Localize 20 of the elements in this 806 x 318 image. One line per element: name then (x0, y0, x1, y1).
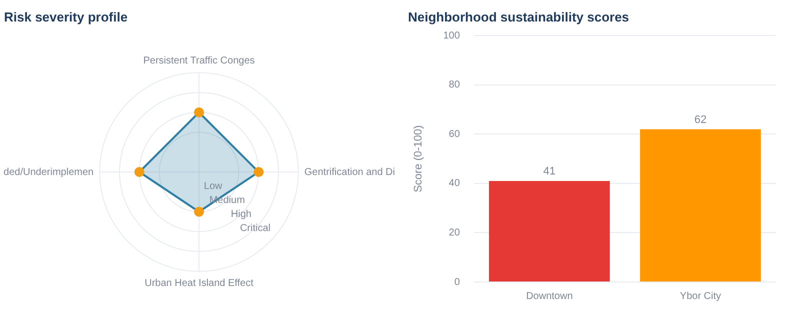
y-tick-label: 60 (448, 128, 460, 140)
x-tick-label: Downtown (526, 290, 573, 302)
y-tick-label: Low (204, 180, 223, 192)
spoke-label: Gentrification and Di (304, 166, 396, 178)
spoke-label: Persistent Traffic Conges (143, 55, 255, 66)
y-tick-label: 80 (448, 80, 460, 91)
chart-title: Neighborhood sustainability scores (408, 9, 630, 24)
spoke-label: ded/Underimplemen (4, 166, 94, 178)
y-tick-label: 0 (454, 276, 460, 288)
data-label: 41 (543, 166, 556, 178)
y-tick-label: Critical (240, 222, 271, 234)
y-axis-title: Score (0-100) (412, 125, 425, 192)
data-label: 62 (694, 114, 707, 126)
y-tick-label: 40 (448, 178, 460, 190)
y-tick-label: 100 (443, 30, 460, 42)
x-tick-label: Ybor City (680, 290, 722, 302)
chart-title: Risk severity profile (4, 9, 128, 24)
y-tick-label: High (230, 208, 252, 220)
spoke-label: Urban Heat Island Effect (144, 278, 254, 290)
y-tick-label: 20 (448, 227, 460, 238)
